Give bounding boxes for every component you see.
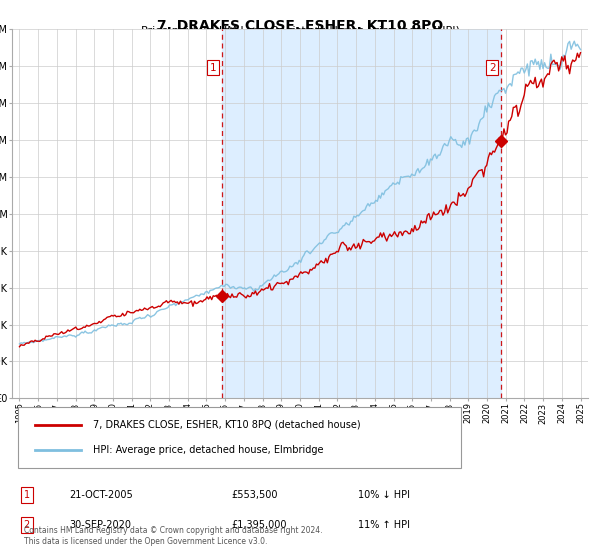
- Text: 21-OCT-2005: 21-OCT-2005: [70, 489, 133, 500]
- Text: 7, DRAKES CLOSE, ESHER, KT10 8PQ (detached house): 7, DRAKES CLOSE, ESHER, KT10 8PQ (detach…: [92, 420, 360, 430]
- Text: 1: 1: [23, 489, 29, 500]
- Text: 7, DRAKES CLOSE, ESHER, KT10 8PQ: 7, DRAKES CLOSE, ESHER, KT10 8PQ: [157, 18, 443, 32]
- Text: 11% ↑ HPI: 11% ↑ HPI: [358, 520, 410, 530]
- Text: Contains HM Land Registry data © Crown copyright and database right 2024.
This d: Contains HM Land Registry data © Crown c…: [23, 526, 322, 546]
- Text: 2: 2: [489, 63, 496, 73]
- Text: 2: 2: [23, 520, 30, 530]
- Bar: [222, 30, 501, 398]
- Text: Price paid vs. HM Land Registry's House Price Index (HPI): Price paid vs. HM Land Registry's House …: [140, 26, 460, 36]
- Text: 30-SEP-2020: 30-SEP-2020: [70, 520, 131, 530]
- Text: 1: 1: [210, 63, 217, 73]
- Text: HPI: Average price, detached house, Elmbridge: HPI: Average price, detached house, Elmb…: [92, 445, 323, 455]
- Text: 10% ↓ HPI: 10% ↓ HPI: [358, 489, 410, 500]
- FancyBboxPatch shape: [18, 407, 461, 468]
- Text: £1,395,000: £1,395,000: [231, 520, 286, 530]
- Text: £553,500: £553,500: [231, 489, 277, 500]
